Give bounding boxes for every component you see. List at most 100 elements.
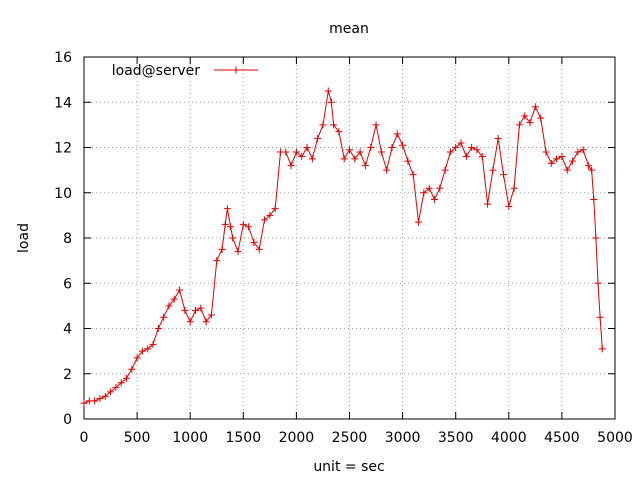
data-point-marker — [584, 162, 592, 170]
data-point-marker — [128, 365, 136, 373]
data-point-marker — [271, 205, 279, 213]
y-tick-labels: 0 2 4 6 8 10 12 14 16 — [54, 50, 72, 428]
data-point-marker — [484, 200, 492, 208]
data-point-marker — [494, 134, 502, 142]
data-point-marker — [218, 245, 226, 253]
data-point-marker — [588, 166, 596, 174]
data-point-marker — [122, 374, 130, 382]
data-point-marker — [245, 223, 253, 231]
data-point-marker — [531, 103, 539, 111]
x-tick-label: 4500 — [544, 430, 580, 446]
data-point-marker — [181, 306, 189, 314]
y-tick-label: 16 — [54, 50, 72, 66]
legend-sample — [214, 66, 258, 74]
data-point-marker — [542, 148, 550, 156]
x-tick-label: 4000 — [491, 430, 527, 446]
data-point-marker — [170, 295, 178, 303]
data-point-marker — [415, 218, 423, 226]
data-point-marker — [340, 155, 348, 163]
data-point-marker — [160, 313, 168, 321]
data-point-marker — [351, 155, 359, 163]
data-point-marker — [229, 234, 237, 242]
data-point-marker — [372, 121, 380, 129]
data-point-marker — [473, 146, 481, 154]
x-tick-label: 3500 — [438, 430, 474, 446]
data-point-marker — [430, 196, 438, 204]
data-point-marker — [388, 144, 396, 151]
data-point-marker — [292, 148, 300, 156]
data-point-marker — [192, 306, 200, 314]
x-tick-label: 2000 — [279, 430, 315, 446]
data-point-marker — [165, 302, 173, 310]
data-point-marker — [598, 345, 606, 353]
data-point-marker — [505, 202, 513, 210]
data-point-marker — [393, 130, 401, 138]
data-point-marker — [335, 128, 343, 136]
legend-label: load@server — [112, 63, 200, 79]
data-point-marker — [117, 379, 125, 387]
x-tick-label: 5000 — [597, 430, 633, 446]
data-point-marker — [149, 340, 157, 348]
data-point-marker — [526, 119, 534, 127]
data-point-marker — [510, 184, 518, 192]
data-point-marker — [383, 166, 391, 174]
data-point-marker — [176, 286, 184, 294]
data-point-marker — [436, 184, 444, 192]
data-point-marker — [346, 146, 353, 154]
data-point-marker — [420, 189, 428, 197]
data-point-marker — [547, 159, 555, 167]
data-point-marker — [186, 318, 194, 326]
data-point-marker — [478, 153, 486, 161]
data-point-marker — [457, 139, 465, 147]
data-point-marker — [553, 155, 561, 163]
data-point-marker — [197, 304, 205, 312]
data-point-marker — [515, 121, 523, 129]
data-point-marker — [462, 153, 470, 161]
data-point-marker — [596, 313, 604, 321]
data-point-marker — [227, 223, 235, 231]
x-tick-labels: 0 500 1000 1500 2000 2500 3000 3500 4000 4500 5000 — [80, 430, 633, 446]
x-tick-label: 0 — [80, 430, 89, 446]
data-point-marker — [239, 220, 247, 228]
x-tick-label: 1500 — [225, 430, 261, 446]
data-point-marker — [521, 112, 529, 120]
data-point-marker — [446, 148, 454, 156]
x-tick-label: 3000 — [385, 430, 421, 446]
y-tick-label: 8 — [63, 231, 72, 247]
data-point-marker — [144, 345, 152, 353]
data-point-marker — [138, 347, 146, 355]
data-point-marker — [207, 311, 215, 319]
data-point-marker — [399, 141, 407, 149]
data-point-marker — [563, 166, 571, 174]
y-tick-label: 12 — [54, 141, 72, 157]
data-point-marker — [202, 318, 210, 326]
data-point-marker — [452, 144, 460, 151]
data-point-marker — [361, 162, 369, 170]
data-point-marker — [319, 121, 327, 129]
data-point-marker — [287, 162, 295, 170]
data-point-marker — [282, 148, 290, 156]
data-point-marker — [356, 148, 364, 156]
data-point-marker — [377, 148, 385, 156]
y-tick-label: 4 — [63, 322, 72, 338]
data-point-marker — [314, 134, 322, 142]
data-point-marker — [255, 245, 263, 253]
data-point-marker — [590, 196, 598, 204]
data-point-marker — [308, 155, 316, 163]
x-tick-label: 500 — [124, 430, 151, 446]
data-point-marker — [107, 388, 115, 396]
data-point-marker — [266, 211, 274, 219]
y-tick-label: 2 — [63, 367, 72, 383]
data-point-marker — [367, 144, 375, 151]
data-point-marker — [303, 144, 311, 151]
data-point-marker — [133, 354, 141, 362]
data-point-marker — [409, 171, 417, 179]
data-point-marker — [327, 98, 335, 106]
data-point-marker — [324, 87, 332, 95]
data-point-marker — [569, 157, 577, 165]
legend: load@server — [112, 63, 258, 79]
y-tick-label: 0 — [63, 412, 72, 428]
data-point-marker — [441, 166, 449, 174]
data-point-marker — [154, 325, 162, 332]
